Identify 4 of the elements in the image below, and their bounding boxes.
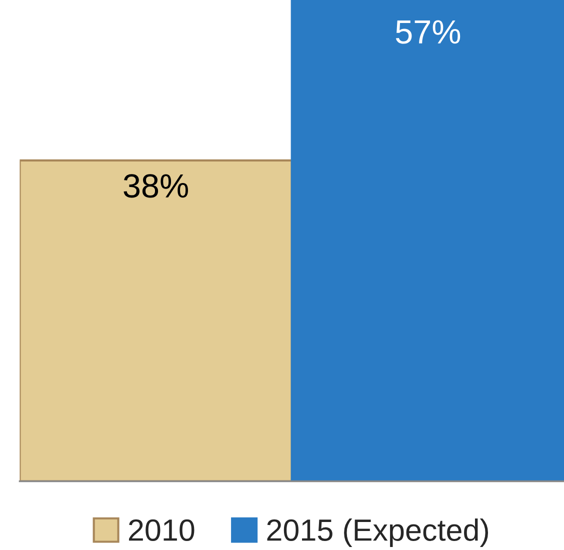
legend-label: 2015 (Expected) <box>267 518 488 548</box>
data-label: 38% <box>124 174 188 198</box>
data-label: 57% <box>396 20 460 44</box>
legend-label: 2010 <box>128 519 194 541</box>
